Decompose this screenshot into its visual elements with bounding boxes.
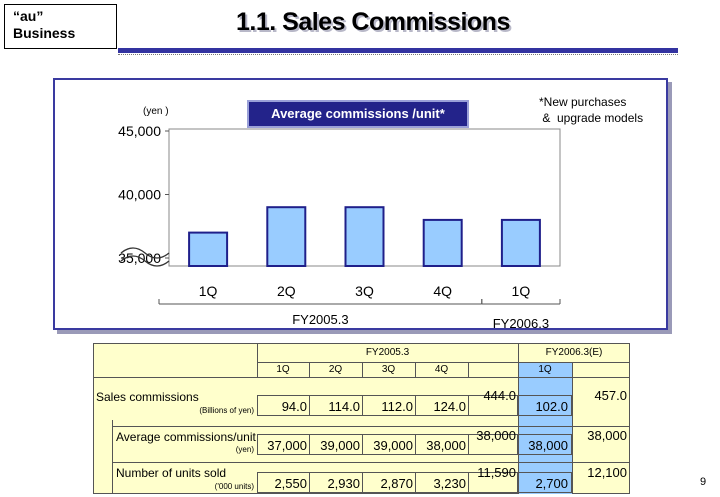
page-title: 1.1. Sales Commissions	[236, 8, 510, 36]
header-rule	[257, 362, 630, 363]
cell-fy2005-total: 38,000	[476, 428, 516, 443]
header-rule	[257, 377, 630, 378]
bar-2	[266, 206, 307, 267]
cell-value: 94.0	[281, 399, 307, 414]
header-divider	[309, 362, 310, 377]
fy2006-divider	[572, 362, 573, 494]
bar-1	[188, 231, 229, 268]
x-tick-label: 1Q	[199, 283, 218, 299]
y-tick-label: 45,000	[118, 123, 161, 139]
header-quarter: 3Q	[381, 364, 396, 375]
header-rule	[94, 377, 257, 378]
bar-4	[422, 218, 463, 267]
chart-title: Average commissions /unit*	[247, 100, 469, 128]
header-fy2006: FY2006.3(E)	[545, 347, 603, 358]
chart-panel: 45,000 40,000 35,000 (yen ) 1Q 2Q 3Q 4Q 1Q FY2005…	[53, 78, 668, 330]
row-unit: (yen)	[235, 445, 254, 454]
value-box	[518, 395, 572, 416]
header-quarter: 1Q	[276, 364, 290, 375]
cell-fy2006-total: 12,100	[587, 465, 627, 480]
header-divider	[468, 362, 469, 377]
header-quarter: 2Q	[328, 364, 343, 375]
cell-fy2006-total: 457.0	[594, 388, 627, 403]
bar-3	[344, 206, 385, 267]
commissions-table: FY2005.3 FY2006.3(E) 1Q 2Q 3Q 4Q 1Q Sale…	[93, 343, 630, 494]
row-label-sales-commissions: Sales commissions	[96, 390, 199, 404]
fy2006-divider	[518, 344, 519, 494]
header-fy2005: FY2005.3	[365, 347, 410, 358]
row-label-units-sold: Number of units sold	[116, 466, 227, 480]
value-box	[257, 434, 518, 455]
x-tick-label: 2Q	[277, 283, 296, 299]
page-number: 9	[700, 476, 707, 488]
bar-5	[500, 218, 541, 267]
header-quarter: 1Q	[538, 364, 552, 375]
title-underline	[118, 48, 678, 53]
value-divider	[468, 395, 469, 416]
value-divider	[362, 434, 363, 455]
header-quarter: 4Q	[434, 364, 449, 375]
cell-fy2006-1q: 2,700	[535, 476, 568, 491]
row-unit: (Billions of yen)	[199, 406, 254, 415]
cell-value: 2,870	[380, 476, 413, 491]
cell-value: 37,000	[267, 438, 307, 453]
value-box	[257, 395, 518, 416]
cell-value: 112.0	[381, 399, 413, 414]
value-divider	[415, 472, 416, 493]
header-divider	[257, 344, 258, 377]
value-divider	[309, 395, 310, 416]
axis-break-mark	[120, 255, 170, 267]
row-rule	[112, 462, 630, 463]
group-label: FY2006.3	[493, 316, 549, 328]
value-box	[518, 434, 572, 455]
cell-value: 39,000	[373, 438, 413, 453]
value-box	[518, 472, 572, 493]
y-axis-label: (yen )	[143, 106, 169, 117]
header-divider	[362, 362, 363, 377]
cell-value: 38,000	[426, 438, 466, 453]
cell-value: 3,230	[433, 476, 466, 491]
y-tick-label: 40,000	[118, 187, 161, 203]
title-dotted-rule	[118, 54, 678, 55]
footnote-new-purchases: *New purchases & upgrade models	[539, 95, 644, 125]
value-divider	[468, 434, 469, 455]
value-divider	[309, 434, 310, 455]
x-tick-label: 3Q	[355, 283, 374, 299]
axis-break-mark	[120, 247, 170, 259]
business-badge: “au” Business	[4, 4, 117, 49]
cell-value: 2,550	[274, 476, 307, 491]
cell-value: 2,930	[327, 476, 360, 491]
row-unit: ('000 units)	[214, 482, 254, 491]
group-label: FY2005.3	[292, 312, 348, 327]
value-box	[257, 472, 518, 493]
badge-line-2: Business	[13, 25, 76, 41]
badge-line-1: “au”	[13, 8, 44, 24]
sub-row-indent	[112, 420, 113, 494]
cell-value: 124.0	[433, 399, 466, 414]
row-label-average-commissions: Average commissions/unit	[116, 430, 256, 444]
x-tick-label: 1Q	[512, 283, 531, 299]
cell-fy2006-1q: 38,000	[528, 438, 568, 453]
value-divider	[362, 472, 363, 493]
cell-fy2006-1q: 102.0	[535, 399, 568, 414]
cell-fy2005-total: 444.0	[483, 388, 516, 403]
row-rule	[112, 426, 630, 427]
value-divider	[362, 395, 363, 416]
value-divider	[468, 472, 469, 493]
cell-fy2006-total: 38,000	[587, 428, 627, 443]
header-divider	[415, 362, 416, 377]
cell-value: 39,000	[320, 438, 360, 453]
cell-value: 114.0	[328, 399, 360, 414]
cell-fy2005-total: 11,590	[477, 465, 516, 480]
value-divider	[415, 434, 416, 455]
x-tick-label: 4Q	[433, 283, 452, 299]
value-divider	[309, 472, 310, 493]
value-divider	[415, 395, 416, 416]
